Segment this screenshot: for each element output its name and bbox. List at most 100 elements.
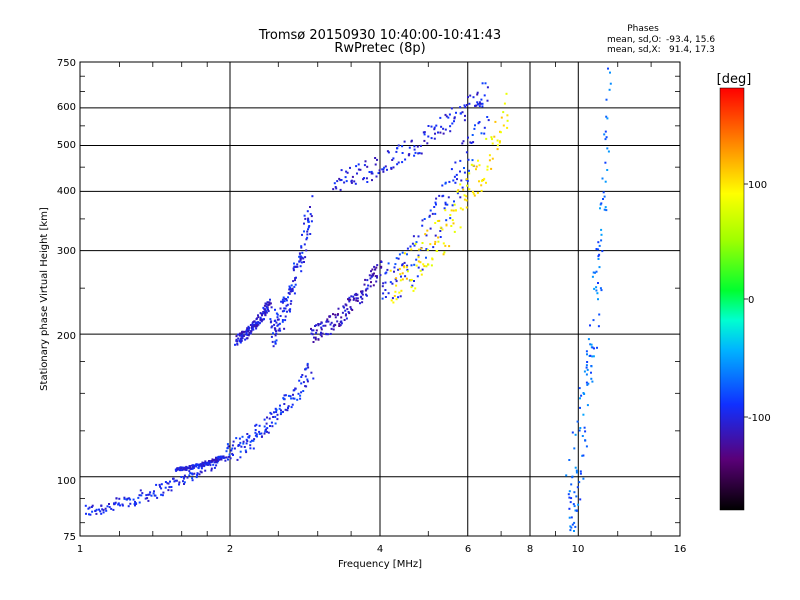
data-point [265,303,268,306]
data-point [375,266,378,269]
data-point [270,306,273,309]
data-point [414,242,417,245]
data-point [247,436,250,439]
data-point [173,480,176,483]
data-point [246,433,249,435]
data-point [399,273,402,276]
data-point [359,296,362,299]
data-point [245,329,248,332]
data-point [304,217,307,220]
data-point [579,406,581,409]
data-point [254,424,257,427]
data-point [355,299,358,302]
data-point [252,447,255,450]
data-point [146,497,149,500]
data-point [593,287,596,290]
data-point [283,297,286,300]
data-point [267,310,270,313]
data-point [108,503,110,505]
data-point [391,297,394,300]
data-point [248,331,251,334]
data-point [430,137,433,140]
data-point [337,307,340,310]
data-point [259,312,262,315]
data-point [596,292,599,295]
data-point [296,398,299,401]
data-point [235,335,238,338]
data-point [370,170,373,173]
data-point [343,306,345,309]
data-point [215,459,218,462]
data-point [382,292,385,295]
data-point [267,304,270,306]
data-point [217,459,220,461]
data-point [575,509,578,512]
data-point [593,347,595,350]
data-point [586,361,589,363]
data-point [213,466,216,469]
data-point [431,212,434,215]
data-point [456,192,459,195]
data-point [417,266,420,269]
data-point [299,265,302,268]
data-point [370,275,373,278]
x-tick-label: 8 [527,544,533,555]
data-point [382,282,385,285]
data-point [274,334,277,337]
data-point [480,132,483,135]
data-point [94,510,97,512]
data-point [461,142,464,145]
data-point [411,284,414,287]
data-point [575,469,578,472]
data-point [575,471,578,474]
data-point [602,191,605,194]
data-point [306,378,309,381]
data-point [329,315,332,318]
data-point [334,186,337,188]
data-point [162,491,165,494]
data-point [471,159,474,162]
data-point [590,343,593,346]
data-point [597,241,600,244]
data-point [481,105,484,108]
data-point [354,182,357,185]
data-point [592,319,595,322]
data-point [313,336,315,339]
data-point [235,338,238,341]
data-point [565,474,568,477]
data-point [415,258,418,261]
data-point [444,113,447,116]
data-point [449,214,452,216]
data-point [206,463,208,466]
data-point [264,430,267,433]
plot-frame [79,61,681,537]
data-point [433,128,436,131]
data-point [249,332,252,335]
data-point [289,286,292,289]
data-point [396,163,399,166]
data-point [279,404,281,407]
data-point [376,264,379,267]
data-point [263,432,266,435]
data-point [419,261,422,264]
data-point [473,127,476,130]
data-point [275,339,278,342]
data-point [392,157,395,160]
data-point [144,497,147,500]
data-point [344,176,347,179]
data-point [264,310,267,313]
y-tick-label: 100 [57,476,76,487]
data-point [439,236,442,238]
data-point [280,411,283,414]
data-point [506,119,509,122]
data-point [459,226,462,229]
data-point [123,496,126,499]
data-point [227,458,229,461]
data-point [183,483,185,485]
data-point [461,111,464,114]
data-point [403,266,406,269]
data-point [423,265,426,268]
data-point [568,507,571,510]
data-point [344,314,347,317]
data-point [284,315,287,318]
